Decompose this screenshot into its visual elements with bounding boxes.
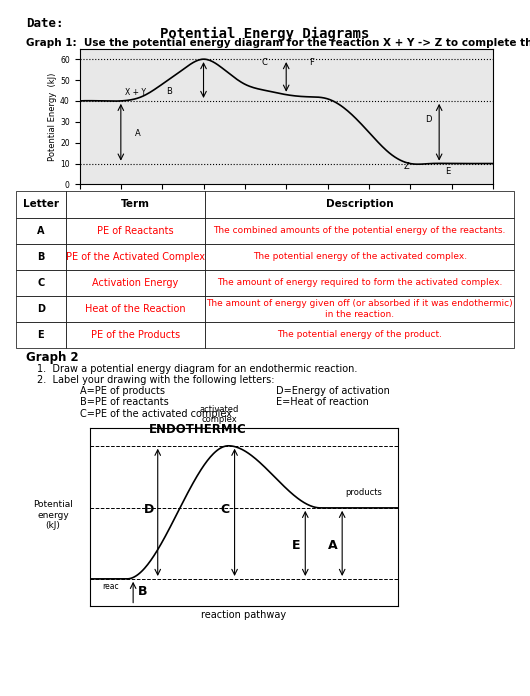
FancyBboxPatch shape bbox=[66, 191, 205, 217]
Text: E: E bbox=[38, 330, 44, 340]
Text: ENDOTHERMIC: ENDOTHERMIC bbox=[148, 423, 246, 436]
Text: Graph 1:  Use the potential energy diagram for the reaction X + Y -> Z to comple: Graph 1: Use the potential energy diagra… bbox=[26, 38, 530, 47]
Text: D=Energy of activation: D=Energy of activation bbox=[276, 386, 390, 396]
Text: Potential
energy
(kJ): Potential energy (kJ) bbox=[33, 500, 73, 530]
Text: B: B bbox=[37, 252, 45, 262]
Text: Z: Z bbox=[404, 161, 410, 171]
Text: C: C bbox=[221, 503, 230, 516]
FancyBboxPatch shape bbox=[205, 296, 514, 322]
X-axis label: reaction pathway: reaction pathway bbox=[201, 610, 286, 619]
Text: C: C bbox=[261, 58, 267, 68]
FancyBboxPatch shape bbox=[16, 191, 66, 217]
Text: C: C bbox=[37, 278, 45, 287]
Text: Letter: Letter bbox=[23, 200, 59, 209]
Text: A=PE of products: A=PE of products bbox=[80, 386, 164, 396]
FancyBboxPatch shape bbox=[66, 217, 205, 244]
FancyBboxPatch shape bbox=[205, 217, 514, 244]
FancyBboxPatch shape bbox=[205, 270, 514, 296]
Text: Date:: Date: bbox=[26, 17, 64, 31]
Text: The potential energy of the activated complex.: The potential energy of the activated co… bbox=[253, 252, 467, 261]
Text: PE of the Products: PE of the Products bbox=[91, 330, 180, 340]
Text: The amount of energy given off (or absorbed if it was endothermic)
in the reacti: The amount of energy given off (or absor… bbox=[206, 299, 513, 319]
Text: E=Heat of reaction: E=Heat of reaction bbox=[276, 397, 368, 407]
Text: B=PE of reactants: B=PE of reactants bbox=[80, 397, 168, 407]
Text: A: A bbox=[135, 129, 141, 139]
FancyBboxPatch shape bbox=[66, 270, 205, 296]
Text: Description: Description bbox=[326, 200, 393, 209]
Text: A: A bbox=[328, 539, 338, 552]
Text: Activation Energy: Activation Energy bbox=[92, 278, 179, 287]
Text: 1.  Draw a potential energy diagram for an endothermic reaction.: 1. Draw a potential energy diagram for a… bbox=[37, 364, 357, 374]
Text: activated
complex: activated complex bbox=[199, 405, 239, 425]
Text: Potential Energy Diagrams: Potential Energy Diagrams bbox=[160, 26, 370, 40]
Text: A: A bbox=[37, 226, 45, 235]
FancyBboxPatch shape bbox=[16, 217, 66, 244]
FancyBboxPatch shape bbox=[16, 270, 66, 296]
FancyBboxPatch shape bbox=[66, 322, 205, 348]
X-axis label: Time  (ms): Time (ms) bbox=[264, 209, 308, 218]
FancyBboxPatch shape bbox=[66, 296, 205, 322]
Text: B: B bbox=[138, 585, 147, 598]
Text: PE of Reactants: PE of Reactants bbox=[97, 226, 174, 235]
Text: Graph 2: Graph 2 bbox=[26, 351, 79, 365]
Text: F: F bbox=[309, 58, 314, 68]
Text: The combined amounts of the potential energy of the reactants.: The combined amounts of the potential en… bbox=[214, 226, 506, 235]
Text: Heat of the Reaction: Heat of the Reaction bbox=[85, 304, 186, 314]
Text: D: D bbox=[425, 115, 431, 124]
Text: reac: reac bbox=[102, 583, 119, 592]
FancyBboxPatch shape bbox=[16, 322, 66, 348]
Text: B: B bbox=[166, 86, 172, 95]
FancyBboxPatch shape bbox=[205, 322, 514, 348]
FancyBboxPatch shape bbox=[205, 244, 514, 269]
Y-axis label: Potential Energy  (kJ): Potential Energy (kJ) bbox=[48, 72, 57, 161]
FancyBboxPatch shape bbox=[66, 244, 205, 269]
Text: Term: Term bbox=[121, 200, 150, 209]
Text: C=PE of the activated complex: C=PE of the activated complex bbox=[80, 409, 232, 418]
Text: products: products bbox=[345, 489, 382, 497]
Text: The amount of energy required to form the activated complex.: The amount of energy required to form th… bbox=[217, 278, 502, 287]
Text: D: D bbox=[37, 304, 45, 314]
Text: E: E bbox=[292, 539, 301, 552]
FancyBboxPatch shape bbox=[205, 191, 514, 217]
FancyBboxPatch shape bbox=[16, 244, 66, 269]
Text: E: E bbox=[445, 167, 450, 176]
Text: PE of the Activated Complex: PE of the Activated Complex bbox=[66, 252, 205, 262]
Text: D: D bbox=[144, 503, 154, 516]
Text: The potential energy of the product.: The potential energy of the product. bbox=[277, 331, 442, 340]
FancyBboxPatch shape bbox=[16, 296, 66, 322]
Text: 2.  Label your drawing with the following letters:: 2. Label your drawing with the following… bbox=[37, 375, 275, 385]
Text: X + Y: X + Y bbox=[125, 88, 146, 97]
